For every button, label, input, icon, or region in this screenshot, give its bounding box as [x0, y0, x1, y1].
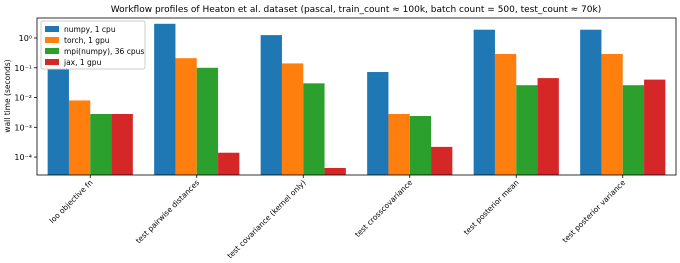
bar: [90, 113, 112, 175]
plot-frame: [36, 17, 677, 176]
legend-swatch: [45, 48, 59, 54]
bar: [367, 72, 389, 175]
x-tick-label: test covariance (kernel only): [225, 178, 307, 260]
bar: [196, 67, 219, 175]
legend-label: numpy, 1 cpu: [64, 25, 116, 34]
legend-swatch: [45, 26, 59, 32]
bar: [68, 100, 91, 175]
bar: [260, 35, 282, 175]
bar: [409, 115, 432, 175]
bar: [388, 113, 410, 175]
bar: [111, 113, 133, 175]
y-tick-label: 10⁻⁴: [14, 153, 32, 162]
bar: [175, 58, 197, 176]
x-tick-label: test pairwise distances: [134, 178, 201, 245]
bar: [281, 63, 304, 175]
bar: [47, 69, 69, 175]
bar: [154, 23, 176, 176]
legend-label: torch, 1 gpu: [64, 36, 110, 45]
chart-title: Workflow profiles of Heaton et al. datas…: [111, 5, 601, 15]
y-tick-label: 10⁻²: [14, 94, 32, 103]
legend-label: mpi(numpy), 36 cpus: [64, 47, 144, 56]
legend-box: [40, 20, 146, 70]
legend-swatch: [45, 59, 59, 65]
bar: [516, 85, 538, 175]
bar: [431, 146, 453, 175]
y-tick-label: 10⁻¹: [14, 64, 32, 73]
bar: [537, 78, 559, 175]
y-tick-label: 10⁰: [19, 34, 32, 43]
bar: [622, 85, 645, 175]
x-tick-label: test crosscovariance: [353, 178, 414, 239]
x-tick-label: test posterior variance: [561, 178, 628, 245]
y-axis-label: wall time (seconds): [3, 59, 12, 132]
bar: [580, 29, 602, 176]
x-tick-label: test posterior mean: [462, 178, 521, 237]
legend-label: jax, 1 gpu: [63, 58, 102, 67]
bar: [494, 54, 517, 175]
bar: [324, 167, 346, 175]
bar: [473, 29, 495, 176]
y-tick-label: 10⁻³: [14, 123, 32, 132]
bar: [218, 152, 240, 175]
legend-swatch: [45, 37, 59, 43]
bar: [644, 79, 666, 175]
bar: [303, 83, 325, 175]
bar: [601, 54, 623, 175]
x-tick-label: loo objective fn: [48, 178, 95, 225]
